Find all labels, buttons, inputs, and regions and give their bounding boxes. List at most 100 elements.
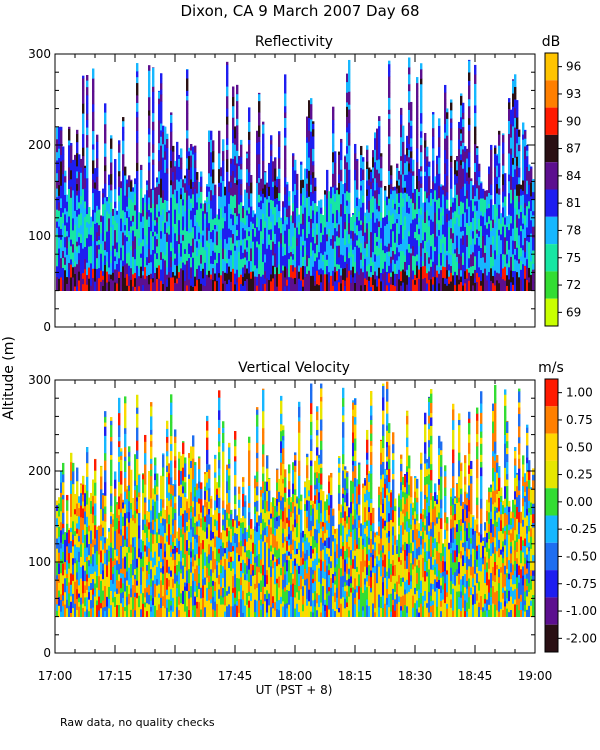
field-cell — [346, 246, 349, 253]
field-cell — [490, 230, 493, 239]
field-cell — [188, 222, 191, 229]
field-cell — [452, 202, 455, 213]
field-cell — [482, 272, 485, 286]
field-cell — [158, 518, 161, 529]
field-cell — [98, 190, 101, 197]
field-cell — [130, 279, 133, 291]
field-cell — [272, 181, 275, 188]
field-cell — [240, 258, 243, 270]
field-cell — [78, 597, 81, 603]
field-cell — [70, 584, 73, 597]
field-cell — [320, 273, 323, 283]
field-cell — [168, 492, 171, 501]
field-cell — [112, 280, 115, 291]
field-cell — [306, 212, 309, 222]
field-cell — [94, 515, 97, 526]
field-cell — [476, 187, 479, 202]
field-cell — [154, 197, 157, 208]
field-cell — [124, 253, 127, 265]
field-cell — [460, 201, 463, 215]
field-cell — [184, 611, 187, 617]
field-cell — [144, 551, 147, 563]
field-cell — [468, 198, 471, 207]
field-cell — [132, 609, 135, 617]
field-cell — [164, 254, 167, 261]
field-cell — [420, 176, 423, 184]
field-cell — [82, 85, 85, 91]
field-cell — [270, 135, 273, 141]
field-cell — [520, 279, 523, 291]
field-cell — [270, 280, 273, 291]
field-cell — [72, 230, 75, 245]
field-cell — [480, 247, 483, 258]
field-cell — [304, 283, 307, 291]
field-cell — [432, 198, 435, 207]
field-cell — [446, 199, 449, 209]
field-cell — [452, 282, 455, 291]
field-cell — [256, 203, 259, 218]
field-cell — [456, 274, 459, 287]
field-cell — [116, 232, 119, 243]
field-cell — [524, 151, 527, 160]
colorbar-tick-label: 69 — [566, 305, 581, 319]
field-cell — [526, 258, 529, 268]
field-cell — [352, 230, 355, 241]
field-cell — [226, 215, 229, 225]
field-cell — [142, 238, 145, 247]
field-cell — [338, 212, 341, 225]
field-cell — [410, 164, 413, 169]
field-cell — [342, 202, 345, 211]
field-cell — [86, 119, 89, 128]
field-cell — [344, 192, 347, 206]
field-cell — [450, 281, 453, 291]
field-cell — [420, 63, 423, 70]
field-cell — [438, 273, 441, 284]
field-cell — [514, 93, 517, 100]
field-cell — [124, 512, 127, 526]
field-cell — [158, 593, 161, 598]
field-cell — [514, 248, 517, 255]
field-cell — [82, 607, 85, 617]
field-cell — [406, 212, 409, 223]
field-cell — [380, 200, 383, 209]
field-cell — [146, 570, 149, 580]
field-cell — [288, 191, 291, 197]
field-cell — [188, 227, 191, 233]
field-cell — [120, 587, 123, 594]
field-cell — [164, 598, 167, 609]
field-cell — [222, 236, 225, 249]
field-cell — [486, 221, 489, 229]
field-cell — [312, 123, 315, 130]
field-cell — [494, 270, 497, 277]
field-cell — [440, 206, 443, 213]
field-cell — [184, 510, 187, 523]
field-cell — [306, 155, 309, 169]
field-cell — [416, 126, 419, 135]
field-cell — [212, 150, 215, 163]
field-cell — [162, 605, 165, 617]
field-cell — [174, 174, 177, 186]
field-cell — [142, 519, 145, 526]
field-cell — [76, 277, 79, 287]
field-cell — [346, 153, 349, 163]
field-cell — [362, 179, 365, 187]
field-cell — [512, 263, 515, 271]
field-cell — [80, 172, 83, 187]
field-cell — [448, 263, 451, 271]
field-cell — [64, 532, 67, 540]
field-cell — [440, 212, 443, 226]
field-cell — [476, 265, 479, 273]
field-cell — [160, 78, 163, 84]
field-cell — [152, 112, 155, 122]
field-cell — [160, 475, 163, 480]
field-cell — [524, 278, 527, 291]
field-cell — [490, 280, 493, 286]
field-cell — [168, 282, 171, 291]
field-cell — [88, 260, 91, 268]
field-cell — [372, 284, 375, 291]
field-cell — [108, 174, 111, 186]
field-cell — [150, 458, 153, 464]
field-cell — [102, 188, 105, 194]
field-cell — [136, 63, 139, 72]
field-cell — [448, 270, 451, 277]
